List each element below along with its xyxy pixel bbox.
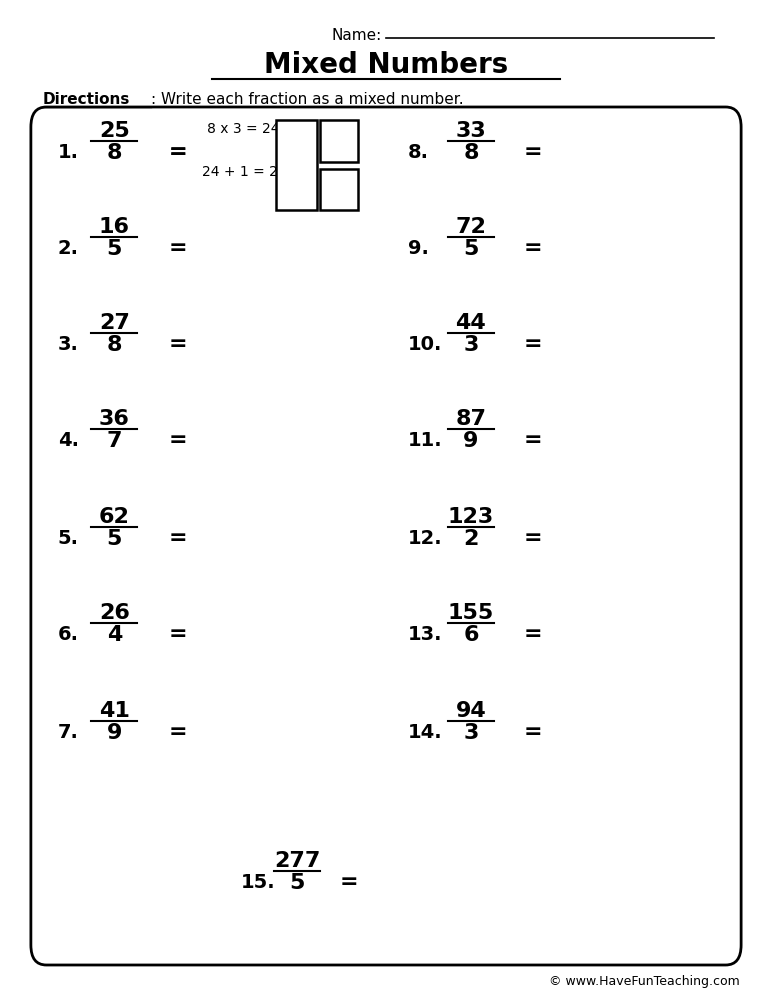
Text: 8: 8 <box>463 143 479 163</box>
Text: 9: 9 <box>107 723 122 743</box>
Text: 16: 16 <box>99 217 130 237</box>
Text: 14.: 14. <box>408 722 442 742</box>
Bar <box>320 120 358 162</box>
Text: =: = <box>523 238 542 258</box>
FancyBboxPatch shape <box>31 107 741 965</box>
Text: 9.: 9. <box>408 238 428 257</box>
Text: 4: 4 <box>107 625 122 645</box>
Text: 44: 44 <box>455 313 486 333</box>
Text: 5: 5 <box>107 529 122 549</box>
Text: 72: 72 <box>455 217 486 237</box>
Text: =: = <box>523 334 542 354</box>
Text: =: = <box>168 430 187 450</box>
Text: 1.: 1. <box>58 142 79 161</box>
Text: 10.: 10. <box>408 334 442 354</box>
Text: 8: 8 <box>107 335 122 355</box>
Text: 5: 5 <box>463 239 479 259</box>
Text: =: = <box>340 872 358 892</box>
Text: =: = <box>523 722 542 742</box>
Text: 4.: 4. <box>58 430 79 450</box>
Text: 13.: 13. <box>408 624 442 644</box>
Text: 5: 5 <box>107 239 122 259</box>
Text: 9: 9 <box>463 431 479 451</box>
Text: =: = <box>168 624 187 644</box>
Text: 5: 5 <box>290 873 305 893</box>
Text: 62: 62 <box>99 507 130 527</box>
Text: 3.: 3. <box>58 334 79 354</box>
Text: =: = <box>168 238 187 258</box>
Text: =: = <box>168 528 187 548</box>
Text: 87: 87 <box>455 409 486 429</box>
Text: =: = <box>523 430 542 450</box>
Text: 7: 7 <box>107 431 122 451</box>
Text: 155: 155 <box>448 603 494 623</box>
Text: 26: 26 <box>99 603 130 623</box>
Text: =: = <box>523 142 542 162</box>
Text: 277: 277 <box>274 851 320 871</box>
Text: 6.: 6. <box>58 624 79 644</box>
Bar <box>320 169 358 210</box>
Text: 36: 36 <box>99 409 130 429</box>
Text: 8: 8 <box>107 143 122 163</box>
Text: 41: 41 <box>99 701 130 721</box>
Text: 8.: 8. <box>408 142 428 161</box>
Text: Mixed Numbers: Mixed Numbers <box>264 51 508 79</box>
Text: 27: 27 <box>99 313 130 333</box>
Text: 3: 3 <box>463 335 479 355</box>
Text: =: = <box>523 528 542 548</box>
Text: Directions: Directions <box>42 93 130 107</box>
Text: 24 + 1 = 25: 24 + 1 = 25 <box>202 165 287 179</box>
Text: 8 x 3 = 24: 8 x 3 = 24 <box>207 122 279 136</box>
Text: 123: 123 <box>448 507 494 527</box>
Text: 6: 6 <box>463 625 479 645</box>
Text: 7.: 7. <box>58 722 79 742</box>
Text: 3: 3 <box>463 723 479 743</box>
Text: © www.HaveFunTeaching.com: © www.HaveFunTeaching.com <box>549 976 740 988</box>
Text: 15.: 15. <box>241 872 276 892</box>
Text: =: = <box>168 142 187 162</box>
Text: 2.: 2. <box>58 238 79 257</box>
Text: =: = <box>168 142 187 162</box>
Text: =: = <box>168 334 187 354</box>
Bar <box>276 120 317 210</box>
Text: =: = <box>523 624 542 644</box>
Text: 94: 94 <box>455 701 486 721</box>
Text: 2: 2 <box>463 529 479 549</box>
Text: Name:: Name: <box>332 27 382 42</box>
Text: 12.: 12. <box>408 528 442 548</box>
Text: 5.: 5. <box>58 528 79 548</box>
Text: 33: 33 <box>455 121 486 141</box>
Text: : Write each fraction as a mixed number.: : Write each fraction as a mixed number. <box>151 93 464 107</box>
Text: 25: 25 <box>99 121 130 141</box>
Text: =: = <box>168 722 187 742</box>
Text: 11.: 11. <box>408 430 442 450</box>
